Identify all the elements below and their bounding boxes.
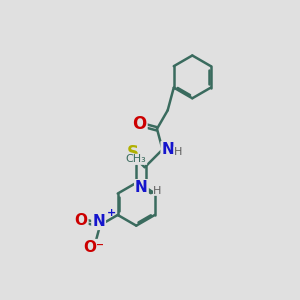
Text: +: + <box>106 208 116 218</box>
Text: O: O <box>75 213 88 228</box>
Text: S: S <box>126 144 138 162</box>
Text: H: H <box>174 147 182 157</box>
Text: H: H <box>153 185 162 196</box>
Text: O⁻: O⁻ <box>83 240 104 255</box>
Text: N: N <box>135 180 148 195</box>
Text: N: N <box>92 214 105 229</box>
Text: O: O <box>132 115 146 133</box>
Text: CH₃: CH₃ <box>126 154 147 164</box>
Text: N: N <box>161 142 174 157</box>
